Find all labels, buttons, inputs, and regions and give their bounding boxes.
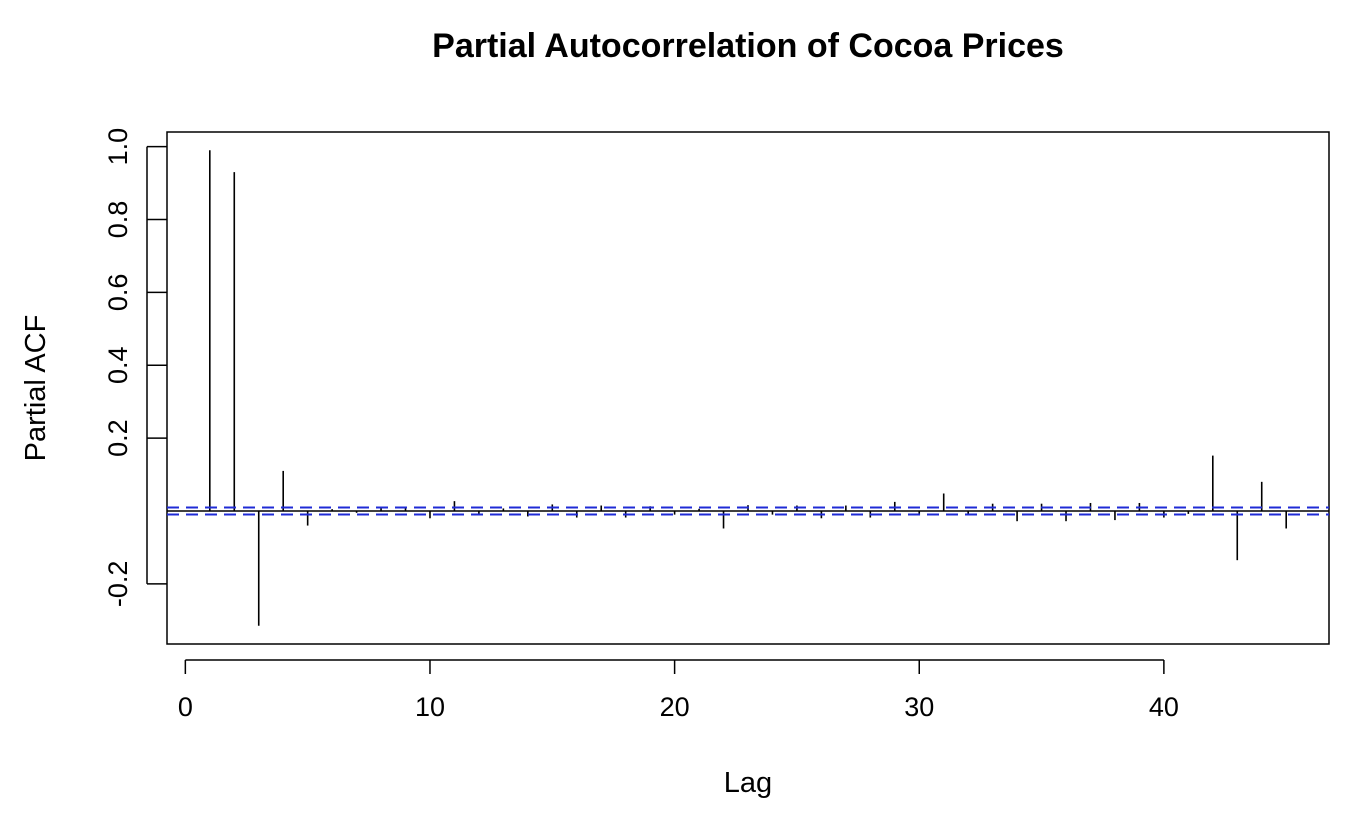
y-tick-label-5: 1.0 bbox=[103, 128, 133, 166]
x-tick-label-10: 10 bbox=[415, 692, 445, 722]
x-tick-label-0: 0 bbox=[178, 692, 193, 722]
x-axis: 0 10 20 30 40 bbox=[178, 659, 1179, 722]
y-axis-label: Partial ACF bbox=[20, 315, 52, 462]
y-tick-label-2: 0.4 bbox=[103, 346, 133, 384]
x-axis-label: Lag bbox=[724, 767, 772, 799]
y-tick-label-1: 0.2 bbox=[103, 419, 133, 457]
y-tick-label-4: 0.8 bbox=[103, 201, 133, 239]
x-tick-label-40: 40 bbox=[1149, 692, 1179, 722]
plot-frame bbox=[166, 131, 1330, 645]
x-tick-label-20: 20 bbox=[660, 692, 690, 722]
chart-title: Partial Autocorrelation of Cocoa Prices bbox=[432, 27, 1064, 65]
y-tick-label-0: -0.2 bbox=[103, 561, 133, 608]
y-tick-label-3: 0.6 bbox=[103, 274, 133, 312]
x-tick-label-30: 30 bbox=[904, 692, 934, 722]
y-axis: -0.2 0.2 0.4 0.6 0.8 1.0 bbox=[103, 128, 167, 607]
